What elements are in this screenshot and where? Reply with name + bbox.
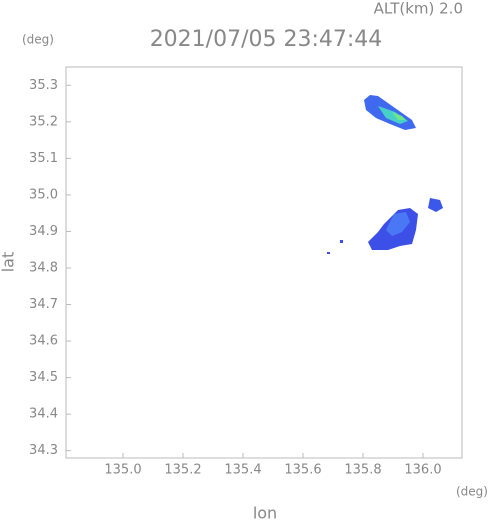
echo (386, 212, 410, 236)
precip-echoes (327, 95, 443, 254)
x-tick-label: 135.4 (224, 463, 261, 478)
x-tick-label: 136.0 (404, 463, 441, 478)
x-axis-label: lon (253, 504, 277, 521)
echo (392, 112, 406, 120)
y-tick-label: 34.4 (29, 407, 58, 422)
y-tick-label: 34.5 (29, 370, 58, 385)
echo (340, 240, 343, 243)
echo (428, 198, 443, 212)
x-tick-label: 135.0 (104, 463, 141, 478)
plot-frame (65, 66, 463, 459)
y-tick-label: 34.9 (29, 224, 58, 239)
x-tick-label: 135.6 (284, 463, 321, 478)
x-tick-label: 135.8 (344, 463, 381, 478)
y-tick-label: 35.0 (29, 187, 58, 202)
y-tick-label: 34.8 (29, 260, 58, 275)
y-unit: (deg) (22, 33, 54, 47)
x-unit: (deg) (456, 485, 488, 499)
chart-title: 2021/07/05 23:47:44 (150, 27, 383, 52)
y-tick-label: 35.2 (29, 114, 58, 129)
y-tick-label: 34.6 (29, 334, 58, 349)
y-tick-label: 34.3 (29, 443, 58, 458)
altitude-label: ALT(km) 2.0 (374, 0, 463, 18)
y-tick-label: 34.7 (29, 297, 58, 312)
y-axis-label: lat (0, 252, 18, 273)
y-tick-label: 35.1 (29, 151, 58, 166)
echo (327, 252, 330, 254)
y-tick-label: 35.3 (29, 78, 58, 93)
x-tick-label: 135.2 (164, 463, 201, 478)
